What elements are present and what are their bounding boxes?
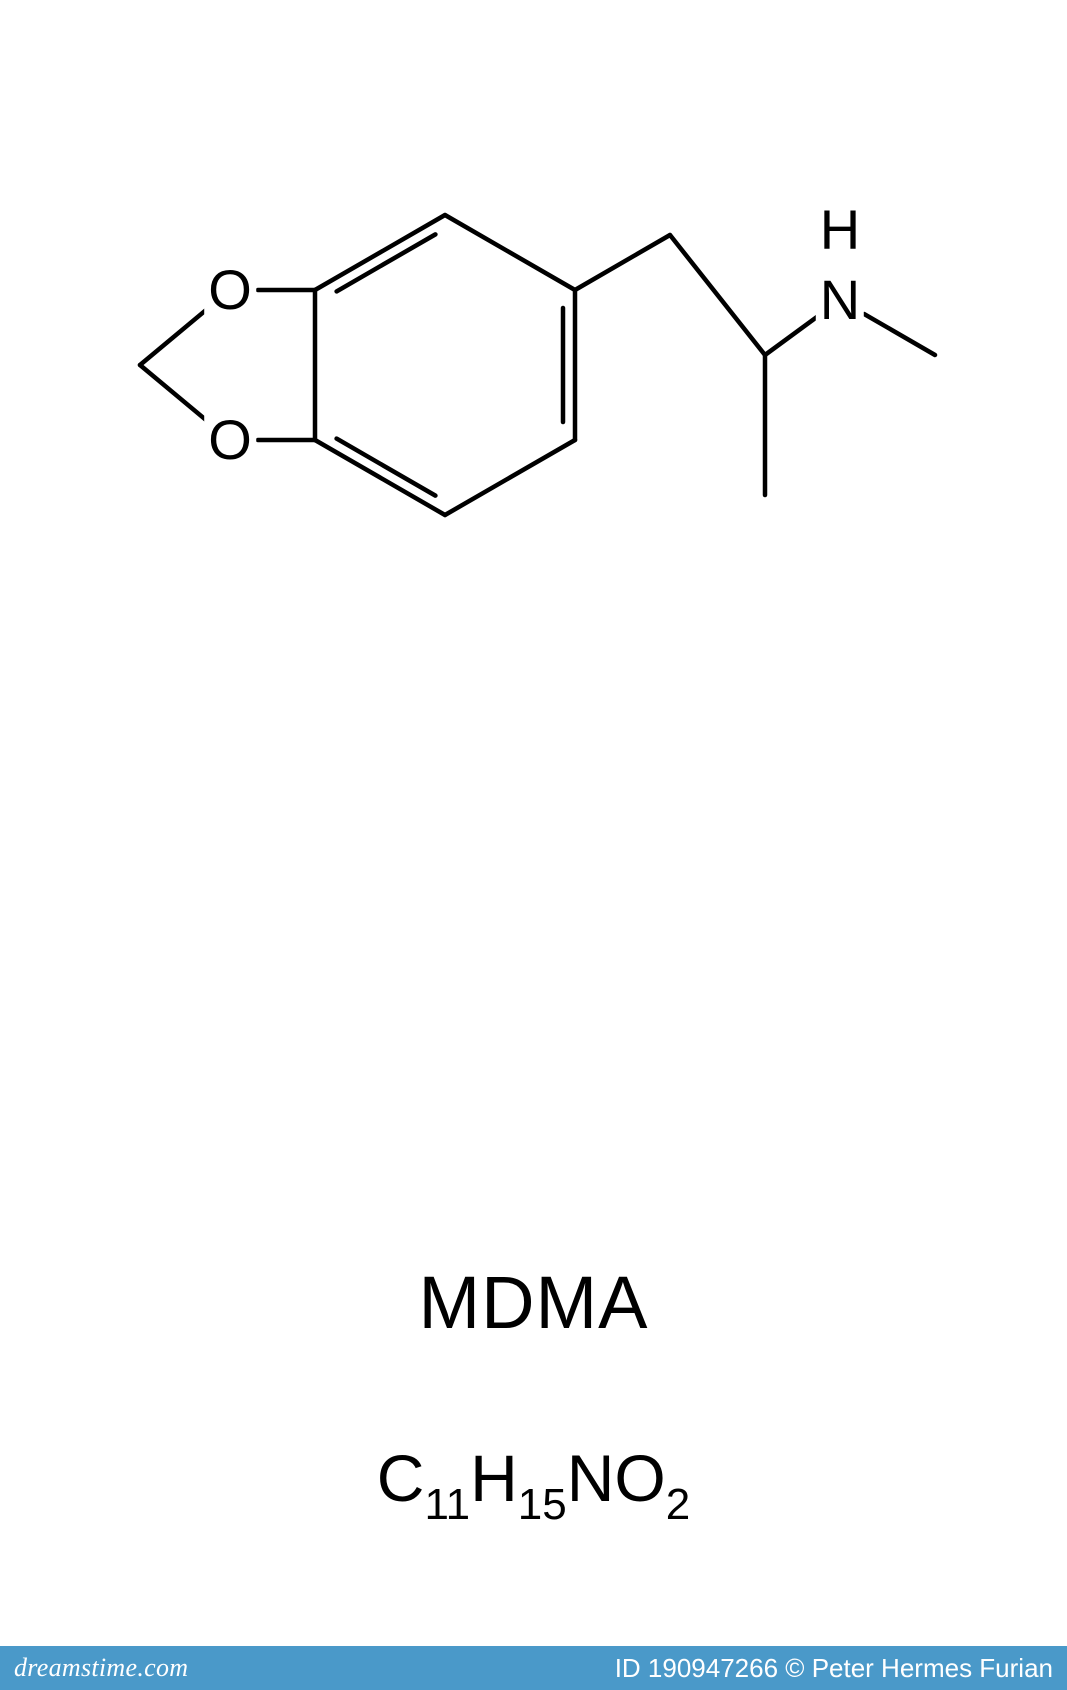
footer-bar: dreamstime.com ID 190947266 © Peter Herm…: [0, 1646, 1067, 1690]
chemical-structure: O O N H: [100, 180, 970, 580]
compound-name: MDMA: [0, 1260, 1067, 1345]
footer-id: ID 190947266: [615, 1653, 778, 1683]
atom-n: N: [816, 270, 864, 330]
footer-separator: ©: [778, 1653, 812, 1683]
footer-author: Peter Hermes Furian: [812, 1653, 1053, 1683]
footer-credit: ID 190947266 © Peter Hermes Furian: [615, 1653, 1053, 1684]
atom-h: H: [816, 200, 864, 260]
molecular-formula: C11H15NO2: [0, 1440, 1067, 1526]
atom-o-bottom: O: [204, 410, 256, 470]
footer-logo: dreamstime.com: [14, 1653, 188, 1683]
atom-o-top: O: [204, 260, 256, 320]
